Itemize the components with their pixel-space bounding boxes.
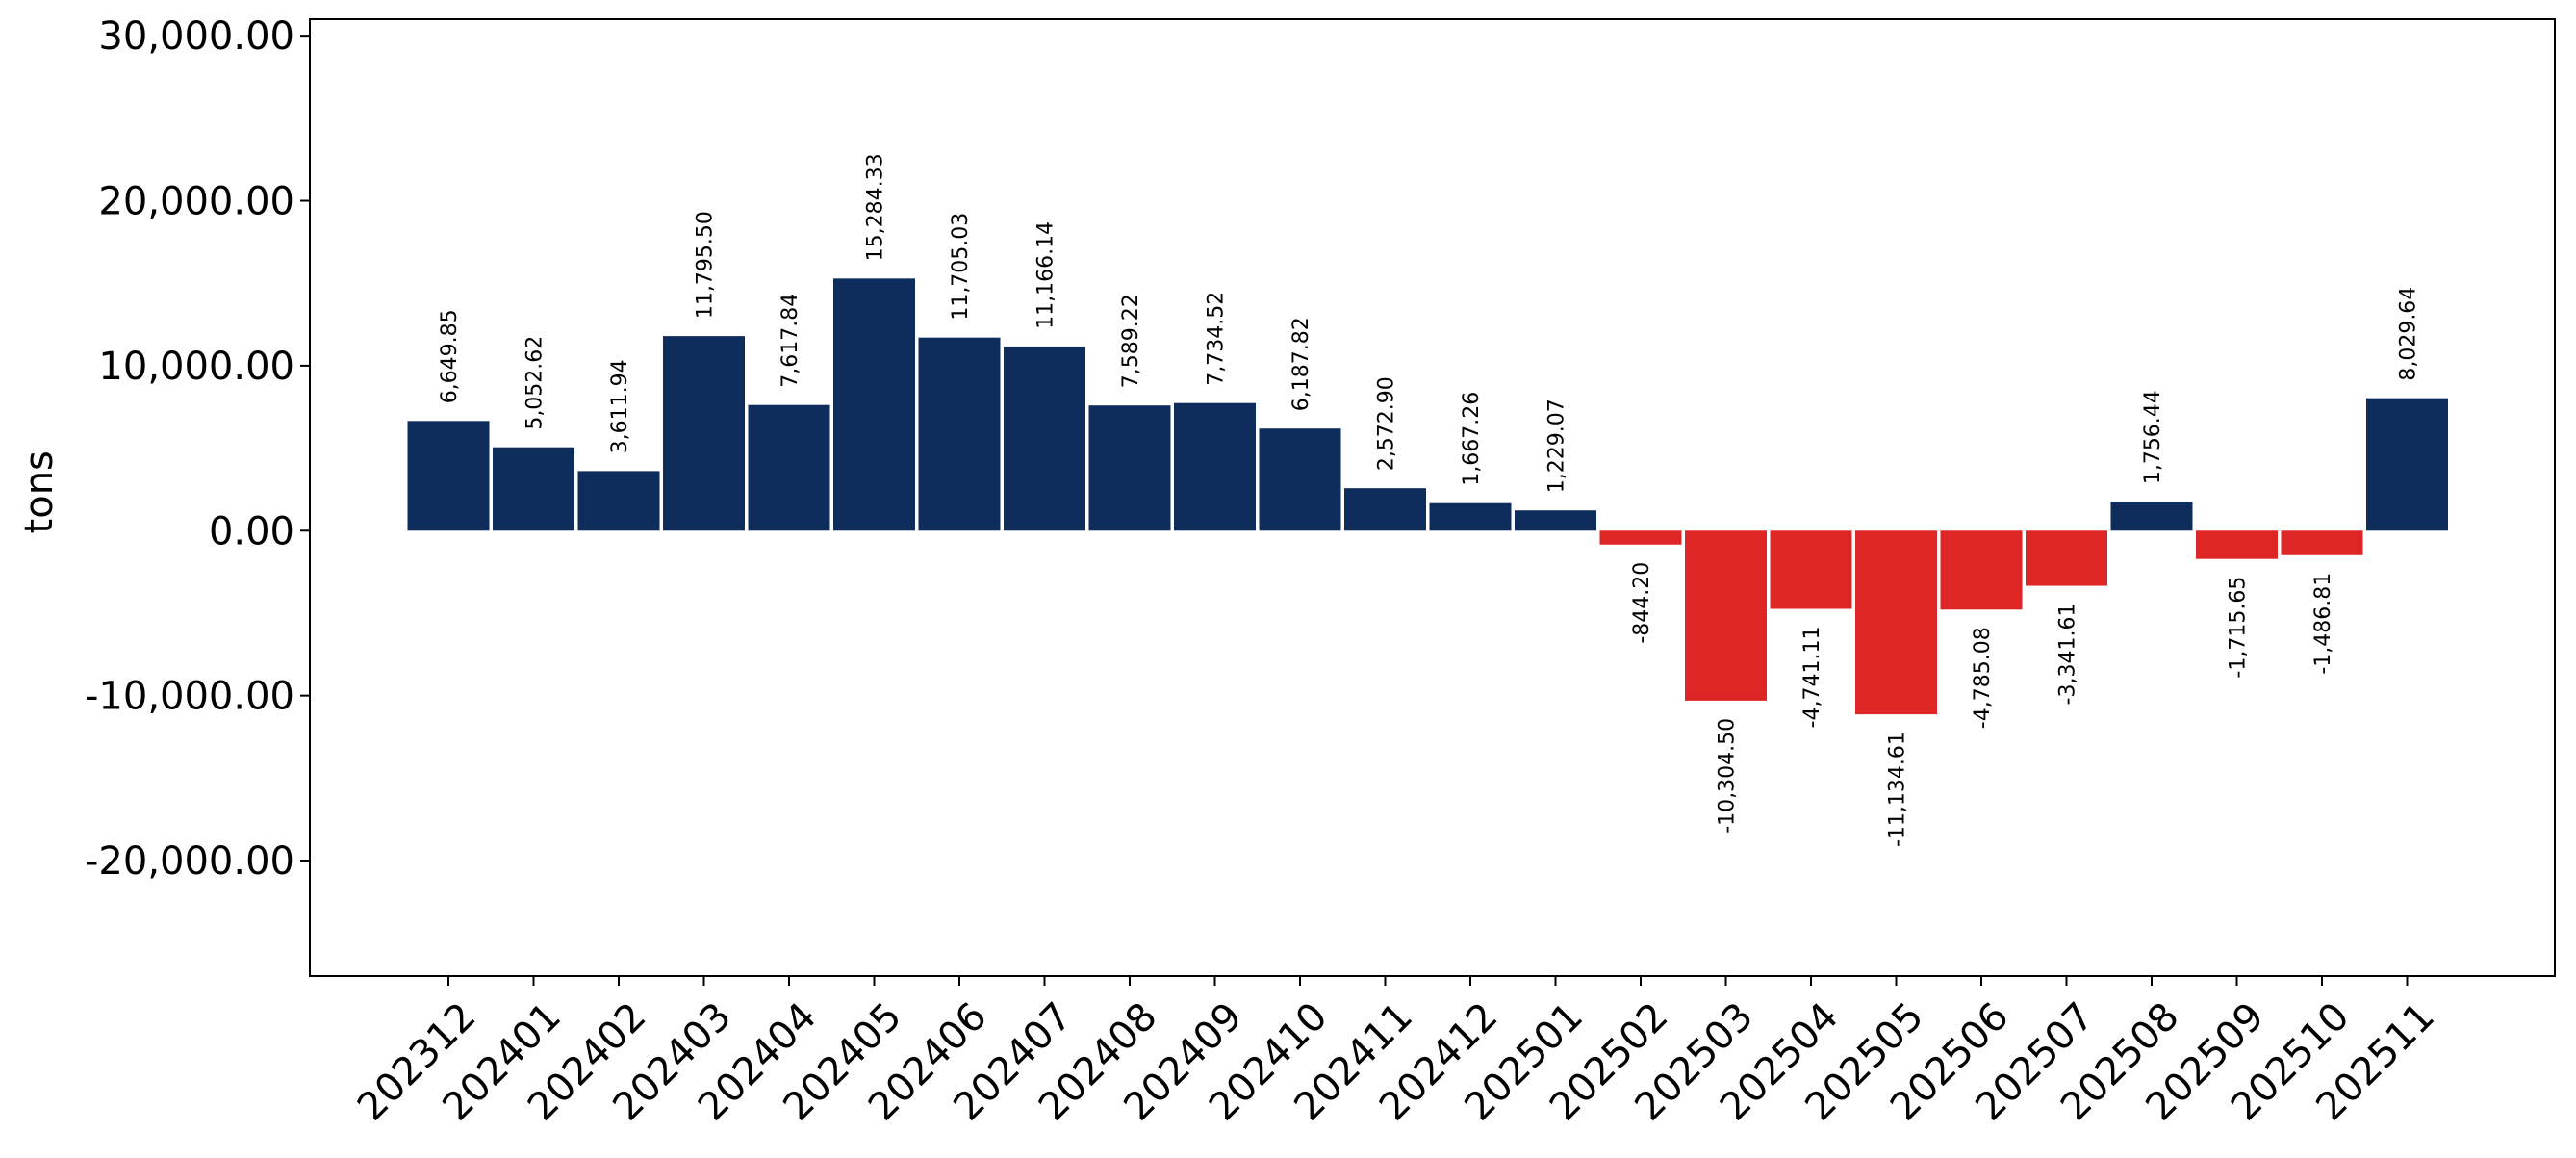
bar-202506	[1940, 530, 2023, 610]
bar-value-label: 7,734.52	[1205, 292, 1229, 386]
bar-202504	[1770, 530, 1852, 609]
bar-202509	[2196, 530, 2278, 559]
bar-value-label: -4,785.08	[1971, 627, 1995, 729]
bar-202510	[2281, 530, 2363, 555]
y-axis-label: tons	[17, 450, 62, 533]
bar-202507	[2026, 530, 2107, 586]
bar-value-label: 7,589.22	[1119, 294, 1143, 388]
bar-value-label: 2,572.90	[1375, 376, 1399, 471]
bar-202501	[1515, 510, 1596, 531]
y-tick-label: -20,000.00	[85, 839, 294, 884]
bar-202408	[1088, 405, 1171, 531]
bar-value-label: -11,134.61	[1886, 732, 1910, 847]
bar-value-label: -4,741.11	[1800, 627, 1824, 729]
bar-value-label: -3,341.61	[2056, 604, 2080, 706]
bar-202502	[1599, 530, 1682, 545]
bar-value-label: 5,052.62	[523, 336, 548, 430]
bar-202402	[577, 471, 660, 531]
data-labels-group: 6,649.85 5,052.62 3,611.94 11,795.50 7,617.8…	[438, 153, 2421, 847]
y-tick-label: 10,000.00	[98, 345, 294, 389]
bar-202406	[918, 337, 1001, 531]
bar-202312	[407, 421, 490, 531]
bar-202511	[2366, 398, 2448, 531]
bar-202407	[1004, 346, 1085, 531]
bar-value-label: 3,611.94	[608, 359, 632, 453]
bar-value-label: 11,795.50	[694, 211, 718, 319]
bar-value-label: -1,486.81	[2311, 573, 2335, 675]
bar-value-label: 7,617.84	[778, 294, 803, 388]
y-tick-label: 20,000.00	[98, 180, 294, 224]
bar-value-label: -1,715.65	[2227, 577, 2251, 679]
bar-202409	[1174, 402, 1256, 531]
bar-202503	[1685, 530, 1767, 701]
plot-frame	[309, 18, 2556, 977]
x-axis: 2023122024012024022024032024042024052024…	[349, 976, 2443, 1129]
bar-202401	[493, 447, 574, 531]
bar-value-label: 6,649.85	[438, 309, 462, 403]
bar-202404	[748, 404, 830, 531]
bar-202508	[2110, 502, 2193, 531]
y-axis: -20,000.00 -10,000.00 0.00 10,000.00 20,000.…	[85, 14, 310, 884]
bar-value-label: -10,304.50	[1716, 718, 1740, 834]
bar-value-label: 11,166.14	[1034, 221, 1058, 329]
y-tick-label: 30,000.00	[98, 14, 294, 59]
bar-202411	[1344, 488, 1426, 531]
y-tick-label: 0.00	[209, 509, 294, 553]
bar-value-label: 8,029.64	[2397, 287, 2421, 381]
bar-value-label: 1,229.07	[1545, 399, 1569, 493]
bar-value-label: -844.20	[1630, 562, 1654, 644]
bar-202505	[1855, 530, 1937, 715]
bar-202405	[833, 278, 915, 531]
bar-202410	[1259, 428, 1341, 531]
bar-value-label: 6,187.82	[1289, 317, 1314, 411]
bar-value-label: 1,667.26	[1460, 392, 1484, 486]
bar-value-label: 1,756.44	[2141, 390, 2165, 484]
y-tick-label: -10,000.00	[85, 675, 294, 719]
bar-value-label: 15,284.33	[864, 153, 888, 261]
bar-202403	[663, 336, 745, 531]
bar-202412	[1429, 502, 1512, 531]
bar-value-label: 11,705.03	[949, 213, 973, 321]
bars-group	[407, 278, 2448, 715]
